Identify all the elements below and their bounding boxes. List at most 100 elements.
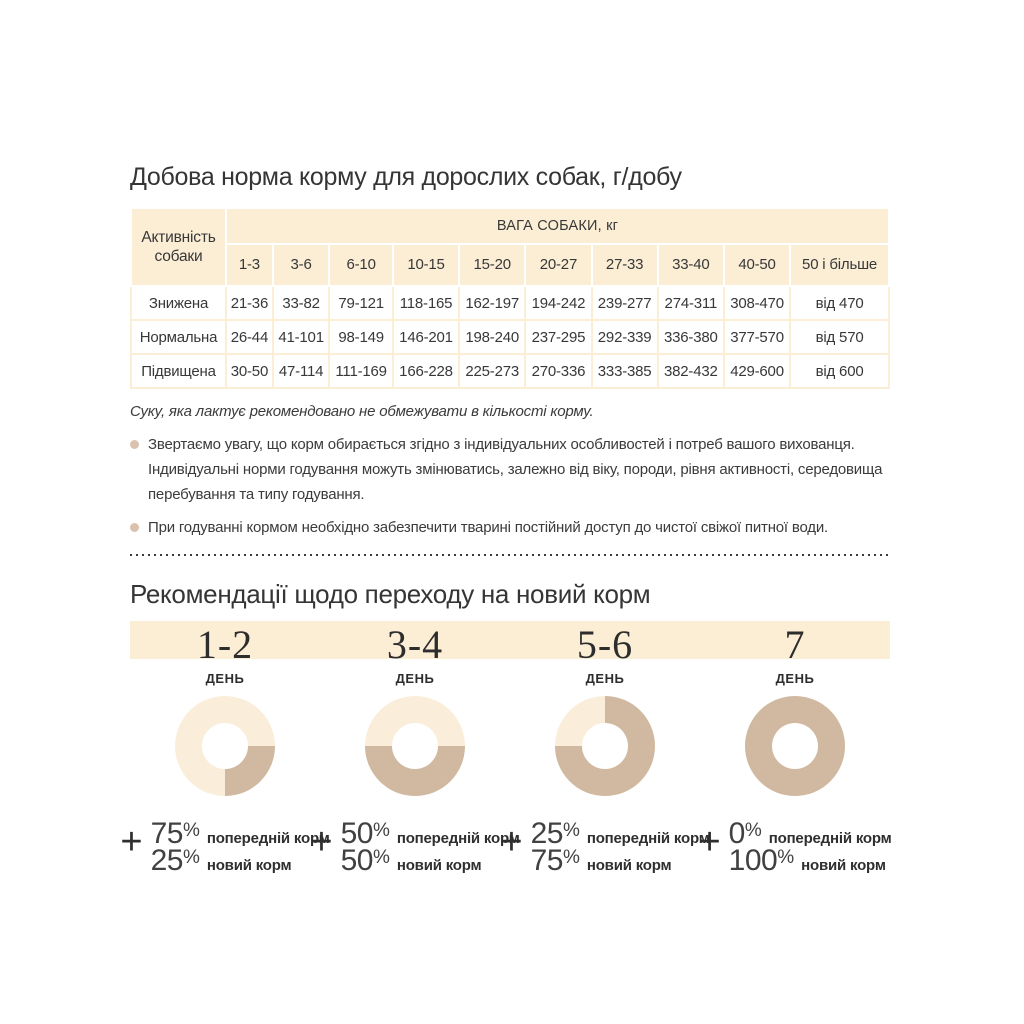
feed-amount-cell: 377-570 — [722, 319, 792, 355]
day-label: ДЕНЬ — [775, 671, 815, 686]
percent-value: 25 — [530, 817, 564, 850]
feed-amount-cell: 146-201 — [391, 319, 461, 355]
transition-step: 5-6 ДЕНЬ +25% попередній корм 75% новий корм — [500, 621, 709, 877]
feed-amount-cell: 336-380 — [656, 319, 725, 355]
notes-list: Звертаємо увагу, що корм обирається згід… — [130, 432, 890, 540]
weight-column-header: 1-3 — [225, 243, 274, 287]
feed-amount-cell: 239-277 — [590, 285, 659, 321]
table-row: Знижена 21-36 33-82 79-121 118-165 162-197 194… — [130, 285, 890, 321]
feed-amount-cell: 382-432 — [656, 353, 725, 389]
weight-column-header: 27-33 — [590, 243, 659, 287]
feed-amount-cell: 274-311 — [656, 285, 725, 321]
activity-row-label: Нормальна — [130, 319, 227, 355]
day-number: 3-4 — [386, 622, 444, 667]
activity-column-header: Активність собаки — [130, 207, 227, 287]
transition-donut-chart — [175, 696, 275, 796]
feed-amount-cell: 237-295 — [524, 319, 593, 355]
feed-amount-cell: 270-336 — [524, 353, 593, 389]
mix-ratio: +75% попередній корм 25% новий корм — [120, 817, 330, 877]
weight-column-header: 15-20 — [458, 243, 527, 287]
feed-amount-cell: 41-101 — [271, 319, 331, 355]
percent-value: 75 — [150, 817, 184, 850]
feed-amount-cell: від 600 — [789, 353, 890, 389]
feed-amount-cell: 429-600 — [722, 353, 792, 389]
weight-column-header: 40-50 — [722, 243, 792, 287]
feed-amount-cell: 225-273 — [458, 353, 527, 389]
previous-food-line: 75% попередній корм — [151, 817, 330, 850]
mix-lines: 75% попередній корм 25% новий корм — [151, 817, 330, 877]
weight-header: ВАГА СОБАКИ, кг — [225, 207, 890, 245]
dotted-divider — [130, 554, 890, 556]
transition-donut-chart — [365, 696, 465, 796]
new-food-percent: 25% — [151, 844, 200, 878]
previous-food-line: 0% попередній корм — [729, 817, 892, 850]
new-food-percent: 50% — [341, 844, 390, 878]
previous-food-label: попередній корм — [396, 830, 520, 847]
transition-donut-chart — [555, 696, 655, 796]
weight-columns-row: 1-3 3-6 6-10 10-15 15-20 20-27 27-33 33-40 40-50… — [131, 243, 890, 287]
percent-symbol: % — [562, 820, 580, 841]
plus-sign: + — [120, 821, 143, 863]
transition-step: 7 ДЕНЬ +0% попередній корм 100% новий корм — [698, 621, 892, 877]
percent-value: 50 — [340, 817, 374, 850]
feeding-guide-page: Добова норма корму для дорослих собак, г… — [120, 163, 892, 877]
feed-amount-cell: 162-197 — [458, 285, 527, 321]
feed-amount-cell: від 570 — [789, 319, 890, 355]
weight-column-header: 20-27 — [524, 243, 593, 287]
transition-section: 1-2 ДЕНЬ +75% попередній корм 25% новий корм 3… — [120, 621, 892, 877]
feed-amount-cell: від 470 — [789, 285, 890, 321]
lactating-note: Суку, яка лактує рекомендовано не обмежу… — [130, 403, 594, 420]
percent-symbol: % — [372, 820, 390, 841]
percent-symbol: % — [744, 820, 762, 841]
transition-step: 3-4 ДЕНЬ +50% попередній корм 50% новий корм — [310, 621, 519, 877]
mix-ratio: +50% попередній корм 50% новий корм — [310, 817, 520, 877]
transition-step: 1-2 ДЕНЬ +75% попередній корм 25% новий корм — [120, 621, 329, 877]
previous-food-percent: 50% — [341, 817, 390, 851]
previous-food-label: попередній корм — [586, 830, 710, 847]
weight-column-header: 33-40 — [656, 243, 725, 287]
previous-food-label: попередній корм — [768, 830, 892, 847]
new-food-label: новий корм — [206, 857, 292, 874]
percent-value: 100 — [728, 844, 778, 877]
feed-amount-cell: 111-169 — [328, 353, 394, 389]
new-food-label: новий корм — [396, 857, 482, 874]
feed-amount-cell: 47-114 — [271, 353, 331, 389]
activity-row-label: Підвищена — [130, 353, 227, 389]
plus-sign: + — [310, 821, 333, 863]
weight-column-header: 10-15 — [391, 243, 461, 287]
feed-amount-cell: 30-50 — [225, 353, 274, 389]
new-food-label: новий корм — [586, 857, 672, 874]
feed-amount-cell: 333-385 — [590, 353, 659, 389]
mix-lines: 0% попередній корм 100% новий корм — [729, 817, 892, 877]
previous-food-line: 25% попередній корм — [531, 817, 710, 850]
page-title: Добова норма корму для дорослих собак, г… — [130, 163, 682, 191]
bullet-dot-icon — [130, 440, 139, 449]
table-row: Нормальна 26-44 41-101 98-149 146-201 198-240… — [130, 319, 890, 355]
transition-donut-chart — [745, 696, 845, 796]
percent-symbol: % — [182, 847, 200, 868]
percent-symbol: % — [562, 847, 580, 868]
new-food-percent: 100% — [729, 844, 794, 878]
feed-amount-cell: 194-242 — [524, 285, 593, 321]
mix-ratio: +0% попередній корм 100% новий корм — [698, 817, 892, 877]
note-item: При годуванні кормом необхідно забезпечи… — [130, 515, 890, 540]
feed-amount-cell: 308-470 — [722, 285, 792, 321]
new-food-line: 25% новий корм — [151, 844, 330, 877]
day-number: 5-6 — [576, 622, 634, 667]
table-row: Підвищена 30-50 47-114 111-169 166-228 225-27… — [130, 353, 890, 389]
previous-food-percent: 75% — [151, 817, 200, 851]
mix-lines: 25% попередній корм 75% новий корм — [531, 817, 710, 877]
day-label: ДЕНЬ — [585, 671, 625, 686]
feeding-table: Активність собаки ВАГА СОБАКИ, кг 1-3 3-6… — [130, 207, 890, 389]
mix-lines: 50% попередній корм 50% новий корм — [341, 817, 520, 877]
activity-row-label: Знижена — [130, 285, 227, 321]
day-label: ДЕНЬ — [205, 671, 245, 686]
percent-value: 50 — [340, 844, 374, 877]
weight-column-header: 3-6 — [271, 243, 331, 287]
feed-amount-cell: 292-339 — [590, 319, 659, 355]
transition-section-title: Рекомендації щодо переходу на новий корм — [130, 579, 651, 609]
day-label: ДЕНЬ — [395, 671, 435, 686]
new-food-line: 75% новий корм — [531, 844, 710, 877]
percent-symbol: % — [182, 820, 200, 841]
feed-amount-cell: 26-44 — [225, 319, 274, 355]
